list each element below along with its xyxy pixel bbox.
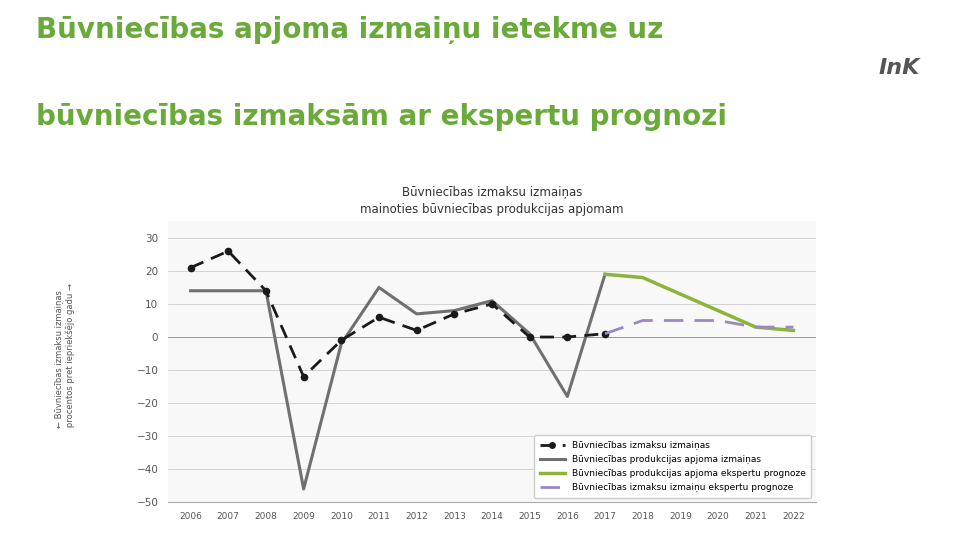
Būvniecības produkcijas apjoma izmaiņas [223,287,234,294]
Būvniecības izmaksu izmaiņu ekspertu prognoze [712,318,724,324]
Būvniecības izmaksu izmaiņu ekspertu prognoze [636,318,648,324]
Būvniecības produkcijas apjoma ekspertu prognoze [787,327,799,334]
Būvniecības izmaksu izmaiņu ekspertu prognoze [787,324,799,330]
Būvniecības izmaksu izmaiņas [260,287,272,294]
Būvniecības izmaksu izmaiņu ekspertu prognoze [599,330,611,337]
Būvniecības produkcijas apjoma ekspertu prognoze [712,307,724,314]
Būvniecības produkcijas apjoma ekspertu prognoze [675,291,686,298]
Line: Būvniecības izmaksu izmaiņas: Būvniecības izmaksu izmaiņas [187,248,608,380]
Būvniecības izmaksu izmaiņas [336,337,348,343]
Būvniecības produkcijas apjoma ekspertu prognoze [750,324,761,330]
Būvniecības izmaksu izmaiņas [298,374,309,380]
Būvniecības izmaksu izmaiņas [448,310,460,317]
Būvniecības izmaksu izmaiņas [599,330,611,337]
Būvniecības produkcijas apjoma izmaiņas [562,393,573,400]
Text: InK: InK [878,57,921,78]
Būvniecības produkcijas apjoma izmaiņas [185,287,197,294]
Būvniecības produkcijas apjoma izmaiņas [260,287,272,294]
Line: Būvniecības produkcijas apjoma izmaiņas: Būvniecības produkcijas apjoma izmaiņas [191,274,605,489]
Būvniecības produkcijas apjoma izmaiņas [448,307,460,314]
Line: Būvniecības izmaksu izmaiņu ekspertu prognoze: Būvniecības izmaksu izmaiņu ekspertu pro… [605,321,793,334]
Būvniecības izmaksu izmaiņas [524,334,536,340]
Būvniecības izmaksu izmaiņas [562,334,573,340]
Būvniecības produkcijas apjoma izmaiņas [486,298,497,304]
Būvniecības produkcijas apjoma izmaiņas [599,271,611,278]
Būvniecības produkcijas apjoma ekspertu prognoze [636,274,648,281]
Legend: Būvniecības izmaksu izmaiņas, Būvniecības produkcijas apjoma izmaiņas, Būvniecīb: Būvniecības izmaksu izmaiņas, Būvniecība… [535,435,811,498]
Text: būvniecības izmaksām ar ekspertu prognozi: būvniecības izmaksām ar ekspertu prognoz… [36,103,728,131]
Būvniecības izmaksu izmaiņas [185,265,197,271]
Būvniecības izmaksu izmaiņu ekspertu prognoze [750,324,761,330]
Būvniecības izmaksu izmaiņas [223,248,234,254]
Būvniecības produkcijas apjoma izmaiņas [411,310,422,317]
Būvniecības produkcijas apjoma izmaiņas [336,340,348,347]
Title: Būvniecības izmaksu izmaiņas
mainoties būvniecības produkcijas apjomam: Būvniecības izmaksu izmaiņas mainoties b… [360,185,624,216]
Būvniecības izmaksu izmaiņas [373,314,385,320]
Būvniecības produkcijas apjoma ekspertu prognoze [599,271,611,278]
Būvniecības produkcijas apjoma izmaiņas [524,330,536,337]
Text: ← Būvniecības izmaksu izmaiņas
   procentos pret iepriekšējo gadu →: ← Būvniecības izmaksu izmaiņas procentos… [55,283,76,435]
Būvniecības izmaksu izmaiņas [486,301,497,307]
Būvniecības produkcijas apjoma izmaiņas [373,284,385,291]
Būvniecības izmaksu izmaiņu ekspertu prognoze [675,318,686,324]
Būvniecības produkcijas apjoma izmaiņas [298,486,309,492]
Text: Būvniecības apjoma izmaiņu ietekme uz: Būvniecības apjoma izmaiņu ietekme uz [36,16,664,44]
Line: Būvniecības produkcijas apjoma ekspertu prognoze: Būvniecības produkcijas apjoma ekspertu … [605,274,793,330]
Būvniecības izmaksu izmaiņas [411,327,422,334]
